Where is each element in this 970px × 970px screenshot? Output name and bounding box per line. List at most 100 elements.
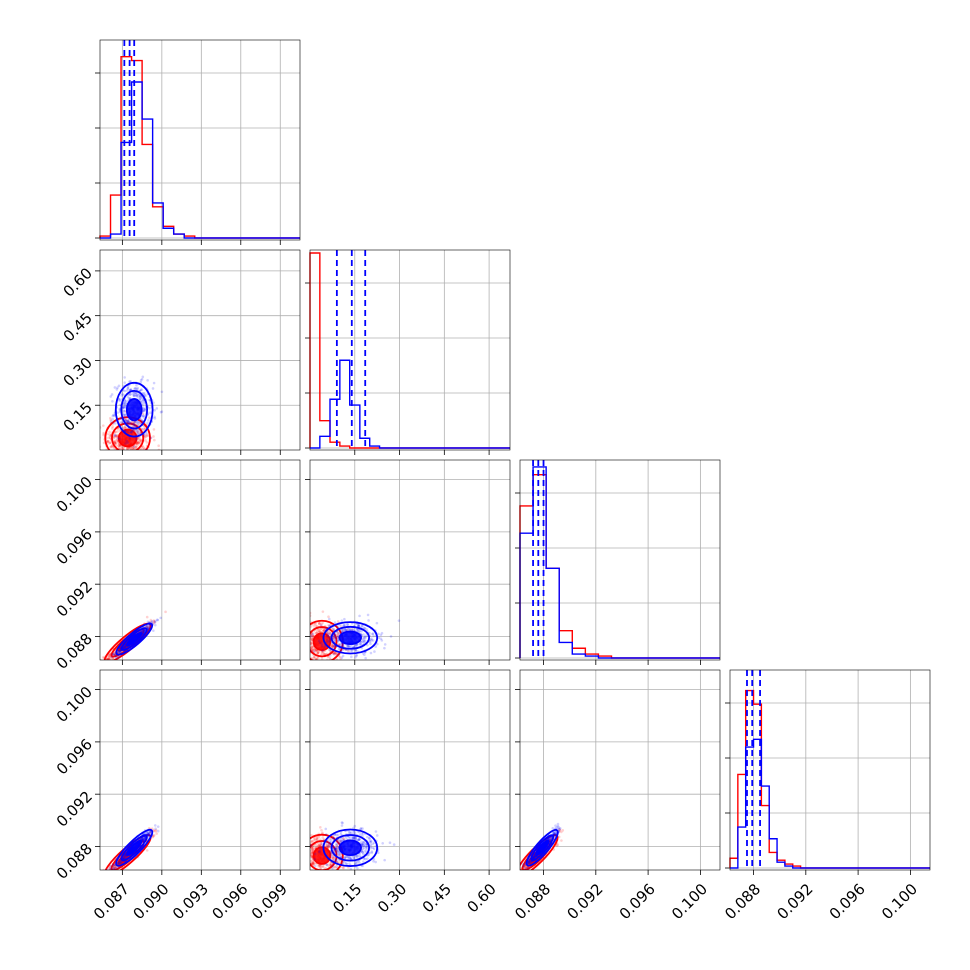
contour-blue (115, 828, 154, 867)
sample-point (310, 871, 313, 874)
sample-point (338, 853, 341, 857)
sample-point (332, 870, 335, 873)
sample-point (381, 842, 385, 845)
sample-point (145, 448, 149, 450)
sample-point (319, 875, 322, 878)
sample-point (101, 876, 104, 879)
sample-point (126, 447, 130, 450)
sample-point (361, 640, 364, 643)
sample-point (113, 414, 116, 417)
sample-point (313, 656, 316, 659)
sample-point (333, 621, 337, 624)
sample-point (318, 622, 321, 625)
sample-point (316, 873, 319, 876)
sample-point (131, 392, 134, 396)
sample-point (117, 384, 121, 388)
sample-point (112, 653, 116, 656)
sample-point (318, 843, 321, 847)
sample-point (333, 865, 336, 869)
sample-point (310, 638, 313, 641)
sample-point (333, 638, 337, 642)
sample-point (354, 649, 358, 652)
sample-point (363, 626, 366, 630)
sample-point (332, 836, 335, 840)
sample-point (312, 862, 315, 866)
sample-point (336, 632, 340, 636)
sample-point (310, 872, 313, 875)
sample-point (144, 435, 148, 438)
contour-blue (338, 839, 362, 856)
sample-point (328, 648, 332, 652)
sample-point (355, 653, 358, 657)
sample-point (113, 441, 117, 444)
sample-point (340, 656, 344, 660)
sample-point (147, 832, 151, 836)
sample-point (389, 635, 393, 638)
sample-point (315, 631, 318, 635)
sample-point (328, 837, 331, 841)
sample-point (315, 657, 319, 660)
sample-point (122, 406, 125, 409)
sample-point (134, 424, 138, 427)
sample-point (136, 430, 140, 434)
sample-point (102, 655, 105, 659)
sample-point (332, 848, 336, 851)
sample-point (159, 410, 163, 414)
sample-point (118, 398, 121, 401)
sample-point (139, 439, 143, 443)
sample-point (100, 426, 102, 429)
sample-point (106, 439, 110, 443)
sample-point (126, 420, 130, 424)
sample-point (157, 444, 160, 447)
sample-point (137, 393, 141, 397)
sample-point (110, 655, 114, 659)
sample-point (314, 622, 317, 626)
sample-point (340, 629, 344, 632)
sample-point (310, 860, 313, 863)
contour-blue (126, 839, 143, 856)
sample-point (322, 871, 325, 874)
sample-point (356, 623, 360, 626)
sample-point (314, 662, 317, 665)
contour-blue (330, 625, 371, 650)
sample-point (124, 645, 127, 649)
sample-point (518, 871, 521, 874)
sample-point (156, 825, 160, 828)
sample-point (362, 846, 366, 849)
sample-point (138, 394, 142, 398)
sample-point (319, 843, 322, 847)
sample-point (121, 448, 125, 450)
sample-point (310, 849, 312, 853)
contour-blue (322, 621, 379, 655)
sample-point (146, 832, 149, 835)
sample-point (137, 441, 141, 445)
sample-point (148, 398, 151, 402)
sample-point (140, 427, 144, 431)
panel-3-2 (515, 670, 720, 875)
sample-point (349, 649, 353, 652)
sample-point (514, 876, 517, 879)
sample-point (102, 878, 105, 881)
sample-point (153, 621, 157, 624)
sample-point (114, 430, 118, 434)
sample-point (97, 665, 100, 668)
sample-point (106, 658, 110, 660)
sample-point (556, 843, 560, 846)
sample-point (107, 658, 111, 660)
sample-point (519, 876, 522, 879)
sample-point (336, 848, 339, 851)
sample-point (324, 833, 328, 836)
sample-point (141, 447, 144, 450)
sample-point (150, 620, 154, 623)
sample-point (336, 631, 340, 635)
sample-point (323, 628, 326, 632)
sample-point (116, 436, 120, 440)
sample-point (151, 835, 155, 839)
sample-point (103, 872, 106, 875)
sample-point (326, 863, 329, 867)
sample-point (327, 845, 331, 849)
sample-point (132, 425, 135, 429)
sample-point (358, 614, 361, 618)
sample-point (148, 406, 151, 410)
sample-point (310, 859, 314, 862)
